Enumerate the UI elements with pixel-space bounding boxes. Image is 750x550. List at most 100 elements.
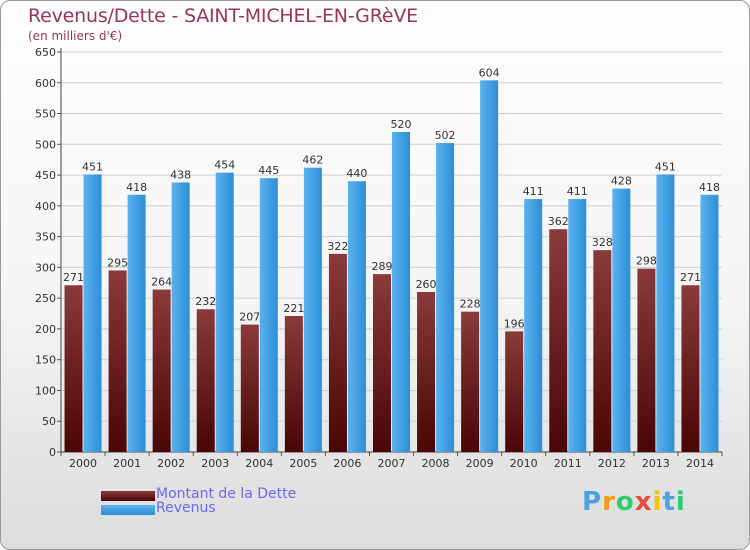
bar-revenue (480, 80, 499, 453)
bar-debt (549, 229, 568, 452)
data-labels: 271 451 295 418 264 438 232 454 207 445 221 462 322 4… (63, 66, 720, 330)
x-tick-label: 2003 (201, 457, 229, 470)
bar-revenue (568, 199, 587, 452)
x-tick-label: 2001 (113, 457, 141, 470)
y-tick-label: 0 (49, 446, 56, 459)
axes: 0 50 100 150 200 250 300 350 400 450 500 550 600 650 2… (35, 46, 723, 470)
logo-letter: i (675, 487, 686, 517)
bar-revenue (171, 182, 190, 452)
data-label-revenue: 451 (655, 160, 676, 173)
x-tick-label: 2007 (378, 457, 406, 470)
bar-debt (64, 285, 83, 452)
data-label-debt: 264 (151, 276, 172, 289)
x-tick-label: 2004 (245, 457, 273, 470)
grid-lines (61, 51, 722, 422)
data-label-debt: 228 (460, 298, 481, 311)
bar-debt (108, 270, 127, 452)
x-tick-label: 2009 (466, 457, 494, 470)
data-label-revenue: 418 (126, 181, 147, 194)
logo-letter: i (652, 487, 663, 517)
data-label-debt: 362 (548, 215, 569, 228)
y-tick-label: 400 (35, 200, 56, 213)
data-label-debt: 271 (63, 271, 84, 284)
data-label-revenue: 411 (523, 185, 544, 198)
data-label-revenue: 438 (170, 168, 191, 181)
bar-revenue (215, 172, 234, 452)
y-tick-label: 550 (35, 108, 56, 121)
data-label-debt: 207 (239, 311, 260, 324)
data-label-revenue: 462 (302, 154, 323, 167)
bar-revenue (347, 181, 366, 452)
bar-debt (196, 309, 215, 452)
y-tick-label: 100 (35, 384, 56, 397)
legend-swatch-revenue (101, 505, 155, 515)
data-label-debt: 260 (416, 278, 437, 291)
x-tick-label: 2013 (642, 457, 670, 470)
bar-debt (681, 285, 700, 452)
chart-title: Revenus/Dette - SAINT-MICHEL-EN-GRèVE (28, 5, 418, 27)
data-label-revenue: 428 (611, 175, 632, 188)
bar-revenue (524, 199, 543, 452)
logo-letter: o (615, 487, 635, 517)
y-tick-label: 200 (35, 323, 56, 336)
bar-revenue (259, 178, 278, 452)
proxiti-logo: Proxiti (582, 487, 686, 517)
x-tick-label: 2000 (69, 457, 97, 470)
legend-label-revenue: Revenus (156, 500, 216, 516)
bar-revenue (612, 188, 631, 452)
bar-revenue (303, 167, 322, 452)
data-label-revenue: 418 (699, 181, 720, 194)
data-label-debt: 232 (195, 295, 216, 308)
data-label-revenue: 440 (346, 167, 367, 180)
y-tick-label: 50 (42, 415, 56, 428)
data-label-debt: 322 (327, 240, 348, 253)
y-tick-label: 650 (35, 46, 56, 59)
x-tick-label: 2014 (686, 457, 714, 470)
logo-letter: x (634, 487, 653, 517)
x-tick-label: 2006 (333, 457, 361, 470)
bar-revenue (656, 174, 675, 452)
chart-subtitle: (en milliers d'€) (28, 29, 123, 43)
bar-debt (152, 289, 171, 452)
x-tick-label: 2008 (422, 457, 450, 470)
legend-label-debt: Montant de la Dette (156, 486, 297, 502)
bar-debt (505, 331, 524, 452)
bar-debt (417, 292, 436, 452)
logo-letter: r (602, 487, 616, 517)
bar-debt (593, 250, 612, 452)
x-tick-label: 2010 (510, 457, 538, 470)
data-label-revenue: 451 (82, 160, 103, 173)
data-label-debt: 298 (636, 255, 657, 268)
bar-debt (284, 316, 303, 452)
data-label-revenue: 502 (435, 129, 456, 142)
y-tick-label: 250 (35, 292, 56, 305)
bars (64, 80, 719, 453)
bar-debt (240, 324, 259, 452)
data-label-revenue: 445 (258, 164, 279, 177)
bar-revenue (392, 132, 410, 452)
bar-revenue (127, 194, 146, 452)
data-label-debt: 221 (283, 302, 304, 315)
data-label-revenue: 604 (479, 66, 500, 79)
data-label-debt: 328 (592, 236, 613, 249)
bar-debt (328, 253, 347, 452)
data-label-debt: 271 (680, 271, 701, 284)
x-tick-label: 2012 (598, 457, 626, 470)
y-tick-label: 600 (35, 77, 56, 90)
bar-debt (373, 274, 391, 452)
legend-swatch-debt (101, 491, 155, 501)
y-tick-label: 300 (35, 261, 56, 274)
bar-revenue (700, 194, 719, 452)
y-tick-label: 350 (35, 231, 56, 244)
x-tick-label: 2005 (289, 457, 317, 470)
data-label-debt: 295 (107, 256, 128, 269)
data-label-revenue: 454 (214, 159, 235, 172)
logo-letter: t (662, 487, 676, 517)
y-tick-label: 450 (35, 169, 56, 182)
data-label-debt: 289 (372, 260, 393, 273)
data-label-revenue: 520 (391, 118, 412, 131)
x-tick-label: 2011 (554, 457, 582, 470)
bar-revenue (83, 174, 102, 452)
